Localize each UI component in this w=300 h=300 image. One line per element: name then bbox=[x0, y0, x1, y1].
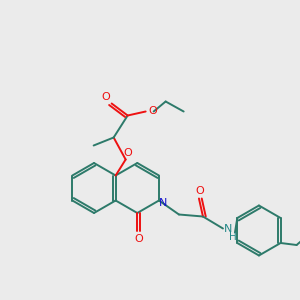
Text: O: O bbox=[134, 234, 143, 244]
Text: O: O bbox=[101, 92, 110, 101]
Text: N: N bbox=[224, 224, 232, 235]
Text: O: O bbox=[123, 148, 132, 158]
Text: O: O bbox=[196, 185, 204, 196]
Text: O: O bbox=[148, 106, 157, 116]
Text: N: N bbox=[159, 197, 167, 208]
Text: H: H bbox=[229, 232, 237, 242]
